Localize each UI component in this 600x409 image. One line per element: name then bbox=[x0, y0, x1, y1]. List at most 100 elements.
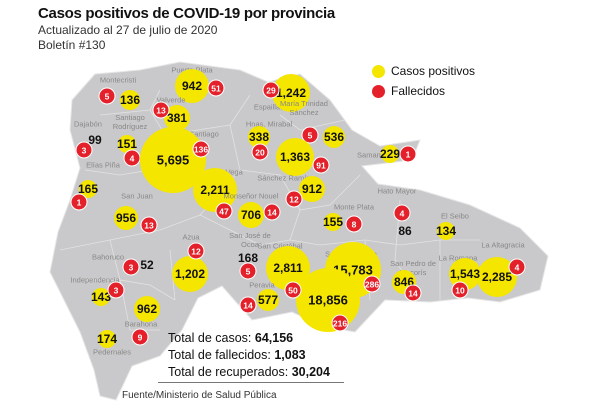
province-name: Bahoruco bbox=[91, 252, 125, 262]
province-name: San Juan bbox=[121, 191, 153, 201]
cases-circle bbox=[175, 69, 209, 103]
deaths-circle: 10 bbox=[451, 281, 469, 299]
cases-circle bbox=[276, 138, 314, 176]
province-name: Dajabón bbox=[74, 119, 102, 129]
cases-circle bbox=[381, 145, 399, 163]
total-deaths: Total de fallecidos: 1,083 bbox=[168, 347, 330, 364]
cases-value: 1,242 bbox=[275, 86, 307, 100]
total-deaths-label: Total de fallecidos: bbox=[168, 348, 271, 362]
legend-cases-label: Casos positivos bbox=[391, 64, 476, 78]
cases-value: 99 bbox=[88, 133, 102, 147]
province-name: Pedernales bbox=[93, 347, 131, 357]
province-name: Independencia bbox=[70, 275, 120, 285]
cases-circle bbox=[299, 176, 325, 202]
deaths-circle: 14 bbox=[263, 203, 281, 221]
cases-value: 165 bbox=[77, 182, 99, 196]
province-name: Samaná bbox=[357, 150, 385, 160]
cases-circle bbox=[248, 126, 270, 148]
updated-date: Actualizado al 27 de julio de 2020 bbox=[38, 23, 218, 37]
cases-circle bbox=[172, 256, 208, 292]
cases-circle bbox=[134, 296, 160, 322]
cases-value: 18,856 bbox=[308, 292, 348, 308]
province-name: Espaillat bbox=[253, 102, 283, 112]
deaths-circle: 5 bbox=[239, 262, 257, 280]
province-name: San Pedro de Macorís bbox=[390, 259, 436, 277]
cases-value: 942 bbox=[181, 79, 203, 93]
province-name: Elías Piña bbox=[86, 160, 120, 170]
cases-value: 2,811 bbox=[273, 261, 303, 275]
source-note: Fuente/Ministerio de Salud Pública bbox=[122, 390, 277, 401]
cases-circle bbox=[257, 289, 279, 311]
province-name: Monte Plata bbox=[333, 202, 375, 212]
cases-circle bbox=[324, 213, 342, 231]
deaths-circle: 12 bbox=[285, 190, 303, 208]
province-name: La Altagracia bbox=[481, 240, 525, 250]
cases-value: 52 bbox=[140, 258, 154, 272]
cases-circle bbox=[323, 126, 345, 148]
total-cases-label: Total de casos: bbox=[168, 331, 252, 345]
deaths-circle: 286 bbox=[363, 275, 381, 293]
cases-value: 956 bbox=[115, 211, 137, 225]
total-recovered-label: Total de recuperados: bbox=[168, 365, 289, 379]
province-name: Hato Mayor bbox=[377, 186, 417, 196]
legend-cases: Casos positivos bbox=[372, 64, 475, 78]
cases-value: 136 bbox=[119, 93, 141, 107]
total-recovered: Total de recuperados: 30,204 bbox=[168, 364, 330, 381]
deaths-circle: 91 bbox=[312, 156, 330, 174]
legend-deaths: Fallecidos bbox=[372, 84, 445, 98]
province-name: La Vega bbox=[215, 167, 243, 177]
cases-value: 168 bbox=[237, 251, 259, 265]
province-name: Valverde bbox=[156, 95, 186, 105]
cases-circle bbox=[437, 222, 455, 240]
province-name: Hnas. Mirabal bbox=[245, 119, 293, 129]
cases-value: 143 bbox=[90, 290, 112, 304]
deaths-circle: 3 bbox=[107, 281, 125, 299]
deaths-circle: 47 bbox=[215, 202, 233, 220]
cases-value: 962 bbox=[136, 302, 158, 316]
cases-value: 5,695 bbox=[156, 152, 190, 168]
total-recovered-value: 30,204 bbox=[291, 365, 330, 379]
deaths-circle: 13 bbox=[140, 216, 158, 234]
cases-value: 86 bbox=[398, 224, 412, 238]
cases-value: 2,211 bbox=[200, 183, 230, 197]
cases-circle bbox=[98, 330, 116, 348]
cases-value: 151 bbox=[116, 137, 138, 151]
deaths-circle: 8 bbox=[345, 215, 363, 233]
province-name: Sánchez Ramírez bbox=[257, 173, 317, 183]
cases-value: 155 bbox=[322, 215, 344, 229]
cases-value: 174 bbox=[96, 332, 118, 346]
deaths-circle: 5 bbox=[98, 87, 116, 105]
cases-value: 2,285 bbox=[481, 270, 513, 284]
cases-value: 1,543 bbox=[449, 267, 481, 281]
province-name: San José de Ocoa bbox=[229, 231, 271, 249]
bulletin-number: Boletín #130 bbox=[38, 38, 106, 52]
page-title: Casos positivos de COVID-19 por provinci… bbox=[38, 5, 335, 22]
deaths-circle: 14 bbox=[404, 284, 422, 302]
total-cases-value: 64,156 bbox=[254, 331, 294, 345]
cases-value: 706 bbox=[240, 208, 262, 222]
cases-circle bbox=[79, 180, 97, 198]
deaths-circle: 12 bbox=[187, 242, 205, 260]
deaths-circle: 29 bbox=[262, 81, 280, 99]
province-name: La Romana bbox=[438, 253, 478, 263]
province-name: Azua bbox=[182, 232, 200, 242]
province-name: Montecristi bbox=[99, 75, 137, 85]
cases-circle bbox=[92, 288, 110, 306]
deaths-circle: 216 bbox=[331, 314, 349, 332]
legend-deaths-label: Fallecidos bbox=[391, 84, 446, 98]
deaths-circle: 14 bbox=[239, 296, 257, 314]
province-name: El Seibo bbox=[441, 211, 469, 221]
deaths-circle: 9 bbox=[131, 328, 149, 346]
total-deaths-value: 1,083 bbox=[274, 348, 306, 362]
cases-value: 381 bbox=[166, 111, 188, 125]
red-dot-icon bbox=[372, 84, 385, 98]
deaths-circle: 4 bbox=[508, 258, 526, 276]
yellow-dot-icon bbox=[372, 64, 385, 78]
cases-value: 577 bbox=[257, 293, 279, 307]
province-name: Monseñor Nouel bbox=[223, 191, 279, 201]
province-name: María Trinidad Sánchez bbox=[280, 99, 328, 117]
cases-value: 134 bbox=[435, 224, 457, 238]
total-cases: Total de casos: 64,156 bbox=[168, 330, 330, 347]
deaths-circle: 3 bbox=[75, 141, 93, 159]
